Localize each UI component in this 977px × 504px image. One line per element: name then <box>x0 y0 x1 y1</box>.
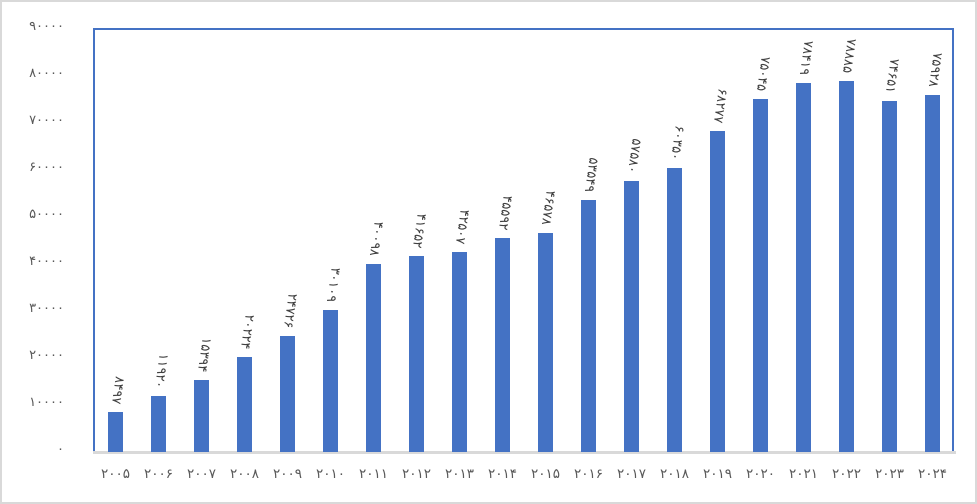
x-axis-tick-label: ۲۰۰۶ <box>143 466 173 482</box>
bar-2013 <box>452 252 467 452</box>
bar-2016 <box>581 200 596 452</box>
y-axis-tick-label: ۷۰۰۰۰ <box>29 113 64 128</box>
x-axis-tick-label: ۲۰۱۰ <box>315 466 345 482</box>
bar-2014 <box>495 238 510 452</box>
x-axis-tick-label: ۲۰۰۵ <box>100 466 130 482</box>
bar-2015 <box>538 233 553 452</box>
bar-2011 <box>366 264 381 452</box>
bar-2005 <box>108 412 123 452</box>
x-axis-tick-label: ۲۰۲۲ <box>831 466 861 482</box>
bar-2018 <box>667 168 682 452</box>
x-axis-tick-label: ۲۰۰۸ <box>229 466 259 482</box>
bar-2021 <box>796 83 811 452</box>
bar-2022 <box>839 81 854 452</box>
y-axis-tick-label: ۹۰۰۰۰ <box>29 19 64 34</box>
bar-2008 <box>237 357 252 452</box>
bar-value-label: ۸۴۹۷ <box>107 375 127 406</box>
y-axis-tick-label: ۵۰۰۰۰ <box>29 207 64 222</box>
bar-2017 <box>624 181 639 452</box>
y-axis-tick-label: ۶۰۰۰۰ <box>29 160 64 175</box>
y-axis-tick-label: ۱۰۰۰۰ <box>29 395 64 410</box>
x-axis-tick-label: ۲۰۱۶ <box>573 466 603 482</box>
bar-2006 <box>151 396 166 452</box>
bar-2010 <box>323 310 338 452</box>
x-axis-tick-label: ۲۰۱۸ <box>659 466 689 482</box>
x-axis-tick-label: ۲۰۱۵ <box>530 466 560 482</box>
x-axis-tick-label: ۲۰۱۷ <box>616 466 646 482</box>
x-axis-tick-label: ۲۰۲۳ <box>874 466 904 482</box>
bar-2023 <box>882 101 897 452</box>
y-axis-tick-label: ۸۰۰۰۰ <box>29 66 64 81</box>
bar-2019 <box>710 131 725 452</box>
bar-2009 <box>280 336 295 452</box>
x-axis-tick-label: ۲۰۱۱ <box>358 466 388 482</box>
x-axis-line <box>93 451 956 454</box>
x-axis-tick-label: ۲۰۲۴ <box>917 466 947 482</box>
x-axis-tick-label: ۲۰۲۱ <box>788 466 818 482</box>
y-axis-tick-label: ۳۰۰۰۰ <box>29 301 64 316</box>
plot-area <box>93 28 954 452</box>
x-axis-tick-label: ۲۰۱۴ <box>487 466 517 482</box>
y-axis-tick-label: ۲۰۰۰۰ <box>29 348 64 363</box>
x-axis-tick-label: ۲۰۱۲ <box>401 466 431 482</box>
y-axis-tick-label: ۴۰۰۰۰ <box>29 254 64 269</box>
bar-2012 <box>409 256 424 452</box>
x-axis-tick-label: ۲۰۰۷ <box>186 466 216 482</box>
x-axis-tick-label: ۲۰۱۹ <box>702 466 732 482</box>
bar-2024 <box>925 95 940 452</box>
bar-2007 <box>194 380 209 452</box>
bar-2020 <box>753 99 768 452</box>
y-axis-tick-label: ۰ <box>57 442 64 457</box>
x-axis-tick-label: ۲۰۱۳ <box>444 466 474 482</box>
x-axis-tick-label: ۲۰۰۹ <box>272 466 302 482</box>
x-axis-tick-label: ۲۰۲۰ <box>745 466 775 482</box>
